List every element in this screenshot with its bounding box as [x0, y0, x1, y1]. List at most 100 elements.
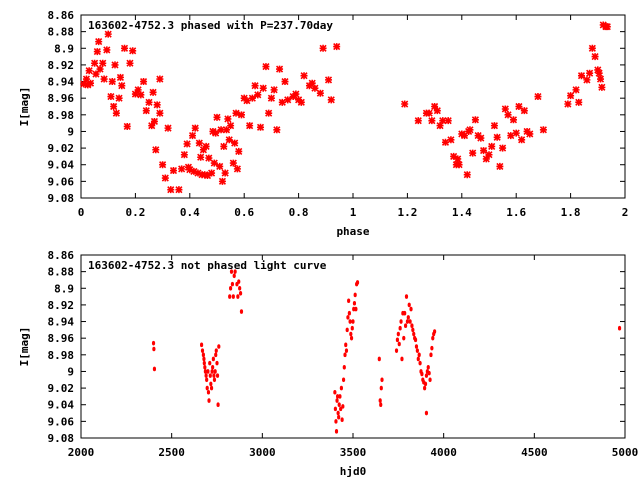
x-tick-label: 1.6	[506, 206, 526, 219]
data-point	[203, 369, 207, 374]
y-tick-label: 9.06	[48, 175, 75, 188]
data-point	[222, 126, 231, 134]
data-point	[577, 72, 586, 80]
y-tick-label: 8.96	[48, 92, 75, 105]
data-point	[215, 373, 220, 378]
data-point	[186, 166, 194, 174]
unphased-light-curve-chart: 2000 2500 3000 3500 4000 4500 50008.868.888.98…	[18, 249, 638, 478]
data-point	[209, 385, 214, 391]
data-point	[262, 63, 270, 71]
data-point	[319, 44, 327, 52]
data-point	[212, 129, 220, 137]
data-point	[518, 136, 526, 144]
data-point	[316, 89, 324, 97]
data-point	[200, 348, 205, 353]
data-point	[156, 75, 164, 83]
data-point	[425, 109, 433, 117]
data-point	[213, 369, 217, 374]
data-point	[308, 79, 316, 87]
data-point	[80, 80, 88, 88]
x-axis-label: phase	[336, 225, 369, 238]
phased-light-curve-chart: 0 0.2 0.4 0.6 0.8 1 1.2 1.4 1.6 1.8 2 8.86 8.88 8.9 8.…	[18, 9, 628, 238]
data-point	[120, 44, 129, 52]
y-tick-label: 8.9	[54, 282, 74, 295]
data-point	[204, 373, 208, 378]
data-point	[407, 302, 411, 308]
data-point	[417, 352, 421, 358]
x-tick-label: 0	[78, 206, 85, 219]
data-point	[485, 151, 493, 159]
data-point	[207, 398, 211, 403]
data-point	[433, 329, 437, 334]
data-point	[214, 348, 218, 353]
plot-frame	[80, 254, 626, 439]
data-point	[403, 310, 407, 316]
data-point	[311, 84, 319, 92]
data-point	[463, 171, 471, 179]
x-tick-label: 1.8	[561, 206, 581, 219]
data-point	[217, 126, 225, 134]
data-point	[515, 102, 523, 111]
y-tick-label: 9.08	[48, 432, 75, 445]
data-point	[572, 86, 580, 94]
data-point	[229, 269, 234, 274]
data-point	[353, 292, 357, 298]
data-point	[217, 344, 221, 349]
data-point	[202, 356, 206, 362]
data-point	[429, 352, 433, 358]
data-point	[104, 30, 112, 38]
data-point	[591, 53, 599, 61]
data-point	[520, 107, 528, 115]
x-tick-label: 1.4	[452, 206, 472, 219]
data-point	[395, 337, 400, 343]
data-point	[221, 169, 229, 177]
data-point	[180, 151, 188, 159]
x-tick-label: 0.6	[234, 206, 254, 219]
y-tick-label: 8.88	[48, 266, 75, 279]
data-point	[265, 109, 273, 117]
data-point	[534, 92, 542, 101]
data-point	[596, 75, 605, 83]
data-point	[152, 146, 160, 154]
x-tick-label: 3500	[340, 446, 367, 459]
data-point	[161, 174, 169, 182]
data-point	[238, 290, 243, 296]
x-tick-label: 1.2	[397, 206, 417, 219]
x-tick-label: 2	[622, 206, 629, 219]
data-point	[205, 154, 213, 162]
data-point	[215, 360, 219, 366]
chart-title: 163602-4752.3 phased with P=237.70day	[88, 19, 333, 32]
data-point	[420, 371, 424, 377]
data-point	[115, 94, 123, 102]
data-point	[564, 100, 572, 108]
data-point	[352, 300, 357, 306]
data-point	[183, 140, 191, 148]
data-point	[190, 167, 198, 175]
data-point	[152, 346, 156, 352]
data-point	[333, 406, 338, 412]
data-point	[586, 69, 594, 77]
data-point	[411, 327, 415, 333]
axis-ticks: 2000 2500 3000 3500 4000 4500 50008.868.888.98…	[48, 249, 639, 459]
data-point	[412, 331, 416, 337]
data-point	[275, 65, 284, 73]
data-point	[153, 101, 161, 109]
data-point	[617, 325, 622, 331]
data-point	[209, 381, 213, 387]
y-tick-label: 8.86	[48, 9, 75, 22]
chart-title: 163602-4752.3 not phased light curve	[88, 259, 327, 272]
data-point	[512, 129, 520, 137]
data-point	[199, 146, 207, 154]
data-point	[339, 406, 343, 412]
data-point	[335, 394, 340, 399]
data-point	[202, 360, 206, 366]
data-point	[159, 161, 167, 169]
data-point	[211, 364, 215, 370]
data-point	[410, 323, 414, 329]
data-point	[499, 144, 507, 152]
data-point	[430, 345, 434, 351]
data-point	[337, 414, 341, 420]
data-point	[195, 139, 203, 147]
data-point	[194, 169, 202, 177]
